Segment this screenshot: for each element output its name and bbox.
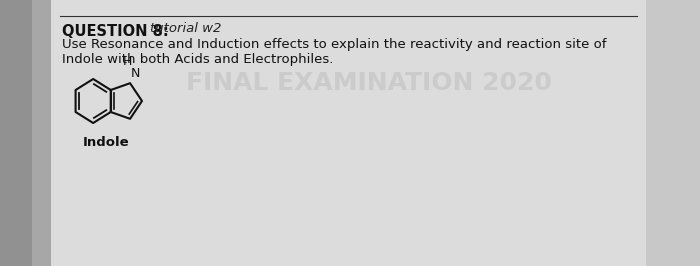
Text: Use Resonance and Induction effects to explain the reactivity and reaction site : Use Resonance and Induction effects to e… bbox=[62, 38, 606, 51]
Text: tutorial w2: tutorial w2 bbox=[150, 22, 221, 35]
Text: FINAL EXAMINATION 2020: FINAL EXAMINATION 2020 bbox=[186, 71, 552, 95]
Text: Indole: Indole bbox=[83, 136, 130, 149]
Text: N: N bbox=[131, 67, 141, 80]
Bar bbox=[0, 0, 51, 266]
Text: Indole with both Acids and Electrophiles.: Indole with both Acids and Electrophiles… bbox=[62, 53, 333, 66]
Text: H: H bbox=[122, 55, 132, 68]
Text: QUESTION 8:: QUESTION 8: bbox=[62, 24, 169, 39]
Bar bbox=[0, 0, 32, 266]
